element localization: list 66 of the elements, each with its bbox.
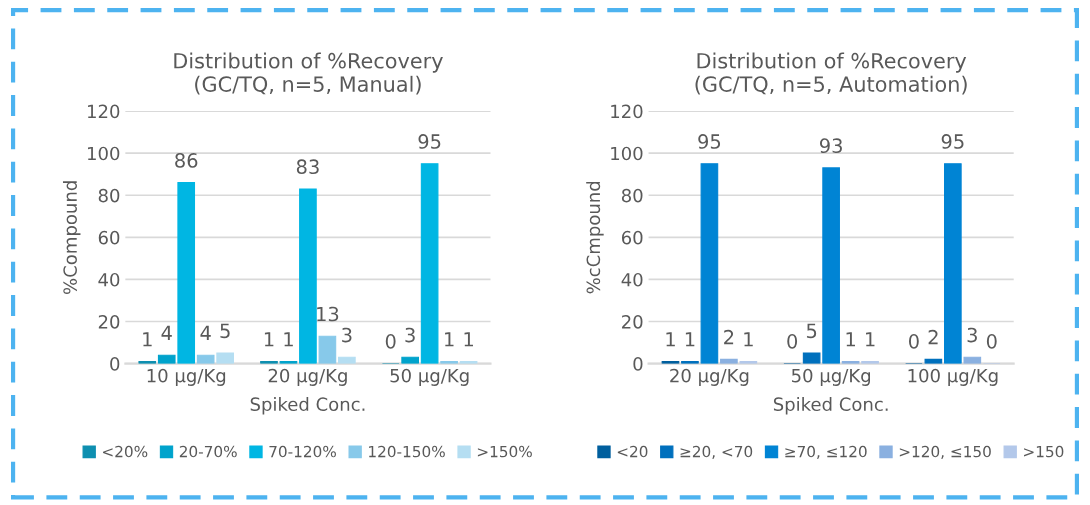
x-tick-label: 100 µg/Kg [908,368,998,386]
y-tick-label: 80 [98,188,120,203]
x-tick-label: 50 µg/Kg [791,368,871,386]
data-label: 1 [866,332,875,347]
data-label: 1 [264,332,274,347]
data-label: 0 [986,334,997,349]
legend-label: <20 [617,445,648,458]
data-label: 1 [143,332,152,347]
data-label: 0 [787,334,798,349]
data-label: 1 [445,332,454,347]
legend-label: >150 [1024,445,1064,458]
legend-label: ≥20, <70 [680,445,753,459]
data-label: 3 [342,327,352,343]
y-tick-label: 40 [621,272,643,287]
x-tick-label: 20 µg/Kg [268,368,347,386]
y-tick-label: 100 [611,146,643,161]
data-label: 3 [405,327,415,343]
y-tick-label: 80 [621,188,643,203]
y-tick-label: 60 [621,230,643,245]
y-tick-label: 20 [98,314,120,329]
x-tick-label: 50 µg/Kg [390,368,469,386]
data-label: 0 [908,334,919,349]
data-label: 2 [928,329,938,345]
data-label: 95 [941,134,964,149]
legend-label: 70-120% [269,445,336,458]
y-tick-label: 60 [98,230,120,245]
data-label: 1 [744,332,753,347]
legend-label: 120-150% [369,445,445,458]
legend-label: >120, ≤150 [899,445,991,459]
data-label: 1 [666,332,675,347]
data-label: 2 [724,329,734,345]
chart-title: Distribution of %Recovery (GC/TQ, n=5, Manual) [174,52,443,95]
y-tick-label: 20 [622,314,643,329]
data-label: 1 [846,332,855,347]
data-label: 86 [175,153,198,168]
y-tick-label: 100 [88,146,120,161]
data-label: 83 [296,159,319,175]
data-label: 4 [161,325,172,341]
x-axis-title: Spiked Conc. [773,397,888,415]
y-tick-label: 120 [88,104,120,119]
y-tick-label: 0 [633,357,643,371]
y-tick-label: 0 [110,357,120,371]
y-axis-title: %cCmpound [586,181,604,294]
y-tick-label: 40 [98,272,120,287]
x-tick-label: 20 µg/Kg [670,368,749,386]
y-tick-label: 120 [611,104,643,119]
legend-label: ≥70, ≤120 [785,445,867,459]
legend-label: 20-70% [179,445,237,458]
x-tick-label: 10 µg/Kg [147,368,226,386]
data-label: 95 [698,134,721,149]
legend-label: >150% [477,445,532,458]
data-label: 4 [200,325,211,341]
data-label: 95 [418,134,441,149]
data-label: 5 [806,323,817,339]
data-label: 1 [685,332,695,347]
data-label: 13 [317,306,339,322]
y-axis-title: %Compound [63,181,81,294]
legend-label: <20% [103,445,148,458]
data-label: 5 [220,323,230,339]
data-label: 0 [385,334,396,349]
x-axis-title: Spiked Conc. [250,397,365,415]
data-label: 1 [284,332,293,347]
chart-title: Distribution of %Recovery (GC/TQ, n=5, Automation) [695,52,967,95]
data-label: 93 [819,138,842,154]
data-label: 1 [464,332,473,347]
data-label: 3 [967,327,977,343]
